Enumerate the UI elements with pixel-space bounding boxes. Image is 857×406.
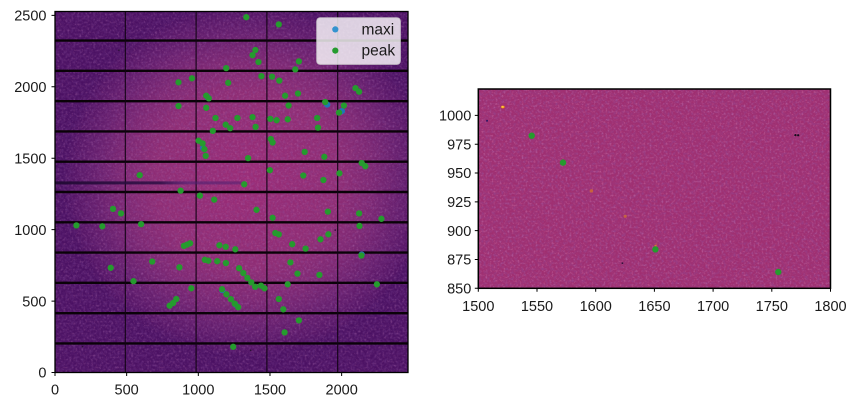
svg-text:1550: 1550 [521,299,553,315]
svg-text:0: 0 [51,382,59,398]
svg-text:950: 950 [447,166,471,182]
svg-text:1000: 1000 [14,223,46,239]
svg-text:2000: 2000 [326,382,358,398]
svg-text:2500: 2500 [14,9,46,25]
svg-text:1500: 1500 [14,151,46,167]
svg-text:875: 875 [447,253,471,269]
svg-text:peak: peak [362,43,396,60]
svg-text:1600: 1600 [580,299,612,315]
svg-text:1650: 1650 [638,299,670,315]
svg-text:2000: 2000 [14,80,46,96]
svg-text:1500: 1500 [254,382,286,398]
svg-text:1000: 1000 [182,382,214,398]
svg-text:1750: 1750 [756,299,788,315]
svg-text:900: 900 [447,224,471,240]
svg-text:1000: 1000 [439,109,471,125]
svg-text:925: 925 [447,195,471,211]
svg-text:1700: 1700 [697,299,729,315]
svg-text:0: 0 [38,366,46,382]
svg-text:1800: 1800 [814,299,846,315]
svg-text:500: 500 [115,382,139,398]
svg-text:975: 975 [447,137,471,153]
svg-text:1500: 1500 [462,299,494,315]
svg-text:500: 500 [22,294,46,310]
svg-text:maxi: maxi [362,21,395,38]
svg-text:850: 850 [447,282,471,298]
